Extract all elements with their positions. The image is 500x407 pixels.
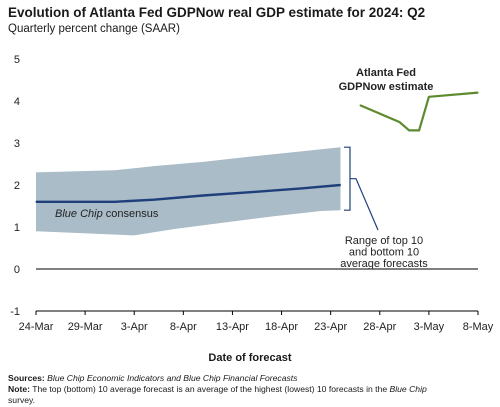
bluechip-point (339, 184, 342, 186)
y-tick-label: 0 (14, 264, 20, 276)
y-tick-label: 2 (14, 180, 20, 192)
chart-title: Evolution of Atlanta Fed GDPNow real GDP… (8, 5, 426, 20)
forecast-range-band (36, 147, 341, 236)
x-tick-label: 23-Apr (314, 321, 347, 333)
gdpnow-series-line (359, 91, 479, 132)
sources-label: Sources: (8, 373, 45, 383)
y-tick-label: 3 (14, 138, 20, 150)
bluechip-annotation: Blue Chip consensus (55, 208, 159, 220)
note-label: Note: (8, 384, 30, 394)
y-tick-label: 4 (14, 96, 20, 108)
x-tick-label: 18-Apr (265, 321, 298, 333)
gdpnow-annotation-line2: GDPNow estimate (339, 81, 434, 93)
x-tick-label: 3-May (414, 321, 445, 333)
range-bracket (344, 146, 351, 211)
gdpnow-point (428, 96, 430, 98)
gdpnow-point (398, 121, 401, 123)
x-tick-label: 8-Apr (170, 321, 197, 333)
note-text-2: survey. (8, 395, 36, 405)
y-tick-label: 1 (14, 222, 20, 234)
note-italic: Blue Chip (389, 384, 427, 394)
note-text-1: The top (bottom) 10 average forecast is … (29, 384, 390, 394)
gdpnow-point (418, 129, 420, 131)
bluechip-point (202, 194, 204, 197)
bluechip-point (300, 187, 302, 189)
y-tick-label: -1 (10, 306, 20, 318)
range-annotation-line: average forecasts (340, 258, 428, 270)
x-tick-label: 13-Apr (216, 321, 249, 333)
x-tick-label: 3-Apr (121, 321, 148, 333)
bluechip-point (251, 191, 253, 193)
range-annotation-line: and bottom 10 (349, 247, 419, 259)
gdpnow-point (477, 92, 479, 94)
x-axis-label: Date of forecast (208, 352, 292, 364)
range-annotation-line: Range of top 10 (345, 235, 423, 247)
gdpnow-annotation-line1: Atlanta Fed (356, 67, 416, 79)
range-connector (350, 178, 379, 231)
bluechip-point (153, 199, 155, 201)
sources-text: Blue Chip Economic Indicators and Blue C… (47, 373, 298, 383)
gdpnow-point (359, 104, 361, 106)
note-footnote: Note: The top (bottom) 10 average foreca… (8, 384, 427, 406)
y-tick-label: 5 (14, 54, 20, 66)
x-tick-label: 24-Mar (19, 321, 54, 333)
gdpnow-point (408, 129, 410, 131)
x-tick-label: 8-May (463, 321, 494, 333)
sources-footnote: Sources: Blue Chip Economic Indicators a… (8, 373, 297, 384)
x-tick-label: 28-Apr (363, 321, 396, 333)
chart-subtitle: Quarterly percent change (SAAR) (8, 23, 180, 35)
bluechip-point (35, 201, 37, 203)
bluechip-point (113, 201, 116, 203)
x-tick-label: 29-Mar (68, 321, 103, 333)
